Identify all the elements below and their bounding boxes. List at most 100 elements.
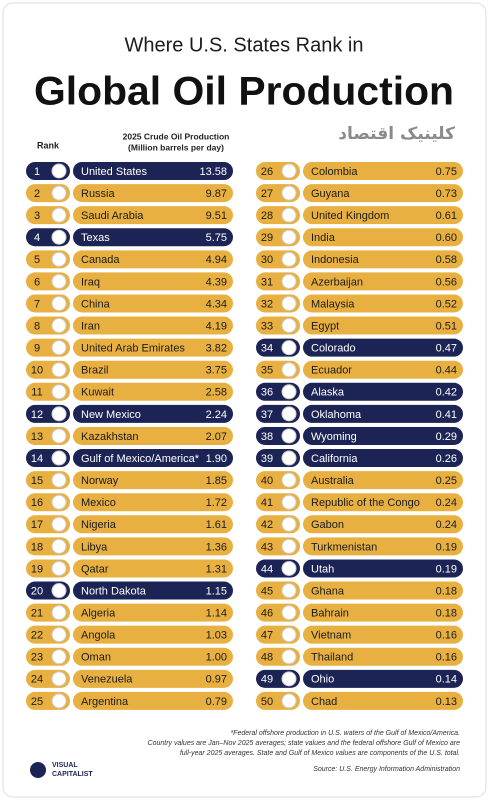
name-cell [73,603,233,622]
rank: 9 [34,343,40,355]
rank: 4 [34,232,40,244]
flag [281,295,297,311]
name-cell [303,647,463,666]
rank: 34 [261,343,273,355]
name: Malaysia [311,298,355,310]
flag [281,472,297,488]
value: 4.19 [206,320,227,332]
rank: 38 [261,431,273,443]
name-cell [73,559,233,578]
name: Chad [311,696,337,708]
value: 1.90 [206,453,227,465]
name-cell [303,294,463,313]
name-cell [303,250,463,269]
rank: 47 [261,630,273,642]
value: 0.26 [436,453,457,465]
value: 0.24 [436,497,457,509]
name: Venezuela [81,674,133,686]
name-cell [73,625,233,644]
name: Canada [81,254,120,266]
name-cell [303,515,463,534]
flag [51,450,67,466]
name-cell [303,382,463,401]
name-cell [73,162,233,180]
value: 2.07 [206,431,227,443]
name: United Arab Emirates [81,343,185,355]
flag [281,229,297,245]
flag [281,450,297,466]
value: 1.85 [206,475,227,487]
value: 2.24 [206,409,227,421]
name: Texas [81,232,110,244]
value: 0.19 [436,541,457,553]
flag [51,693,67,709]
name-cell [73,250,233,269]
name-cell [303,360,463,379]
name: China [81,298,111,310]
rank: 25 [31,696,43,708]
name: Ghana [311,585,345,597]
name-cell [303,625,463,644]
flag [281,649,297,665]
name: Brazil [81,365,109,377]
flag [51,605,67,621]
name-cell [303,449,463,468]
name: United Kingdom [311,210,389,222]
name: Gabon [311,519,344,531]
logo-text: CAPITALIST [52,771,93,778]
name: Wyoming [311,431,357,443]
name-cell [303,162,463,180]
name-cell [303,316,463,335]
name: Ecuador [311,365,352,377]
name: Iran [81,320,100,332]
flag [281,406,297,422]
flag [281,560,297,576]
name-cell [73,449,233,468]
value: 0.73 [436,188,457,200]
value: 0.60 [436,232,457,244]
name: Alaska [311,387,345,399]
flag [281,538,297,554]
value: 0.75 [436,166,457,178]
value: 0.16 [436,652,457,664]
rank: 45 [261,585,273,597]
name-cell [303,537,463,556]
rank: 36 [261,387,273,399]
value: 0.24 [436,519,457,531]
name: Algeria [81,608,116,620]
flag [281,384,297,400]
name: Bahrain [311,608,349,620]
name: United States [81,166,148,178]
flag [51,185,67,201]
name-cell [73,404,233,423]
flag [51,340,67,356]
name-cell [73,669,233,688]
rank: 33 [261,320,273,332]
rank: 46 [261,608,273,620]
name-cell [303,338,463,357]
name-cell [73,537,233,556]
name: Egypt [311,320,339,332]
value-header: 2025 Crude Oil Production [123,131,230,141]
name-cell [303,691,463,710]
rank: 32 [261,298,273,310]
name-cell [303,404,463,423]
rank: 15 [31,475,43,487]
rank: 23 [31,652,43,664]
name: Colorado [311,343,356,355]
rank: 10 [31,365,43,377]
name-cell [73,272,233,291]
value: 0.52 [436,298,457,310]
value: 0.42 [436,387,457,399]
name: Argentina [81,696,129,708]
rank: 28 [261,210,273,222]
name: Gulf of Mexico/America* [81,453,200,465]
rank: 26 [261,166,273,178]
rank: 27 [261,188,273,200]
value: 3.75 [206,365,227,377]
value: 0.25 [436,475,457,487]
value: 0.14 [436,674,457,686]
flag [51,560,67,576]
name-cell [303,228,463,247]
